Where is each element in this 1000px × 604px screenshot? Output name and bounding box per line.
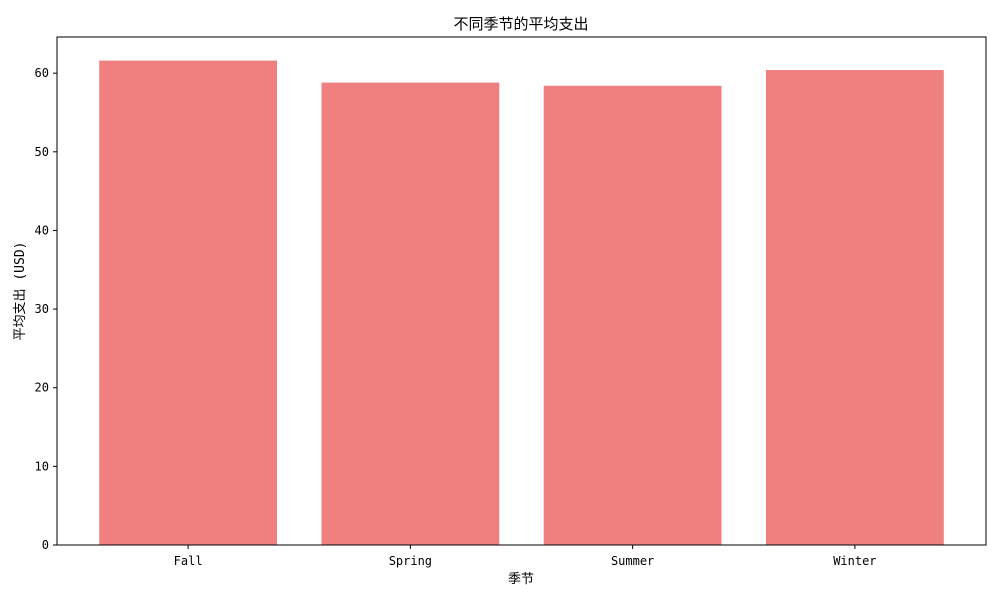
bar-winter <box>765 70 944 545</box>
chart-title: 不同季节的平均支出 <box>453 15 588 33</box>
bar-fall <box>99 60 278 545</box>
y-tick-label: 10 <box>35 459 49 473</box>
x-axis-label: 季节 <box>508 572 534 587</box>
x-tick-label: Spring <box>389 554 432 568</box>
bar-summer <box>543 85 722 545</box>
y-tick-label: 0 <box>42 538 49 552</box>
x-tick-label: Winter <box>833 554 876 568</box>
x-tick-label: Fall <box>174 554 203 568</box>
bars-layer <box>99 60 944 545</box>
y-tick-label: 20 <box>35 381 49 395</box>
y-axis-ticks: 0 10 20 30 40 50 60 <box>35 66 57 552</box>
y-tick-label: 50 <box>35 145 49 159</box>
x-axis-ticks: Fall Spring Summer Winter <box>174 545 877 568</box>
y-axis-label: 平均支出 (USD) <box>13 242 28 341</box>
y-tick-label: 60 <box>35 66 49 80</box>
plot-frame <box>56 36 987 546</box>
bar-spring <box>321 82 500 545</box>
x-tick-label: Summer <box>611 554 654 568</box>
y-tick-label: 40 <box>35 223 49 237</box>
y-tick-label: 30 <box>35 302 49 316</box>
